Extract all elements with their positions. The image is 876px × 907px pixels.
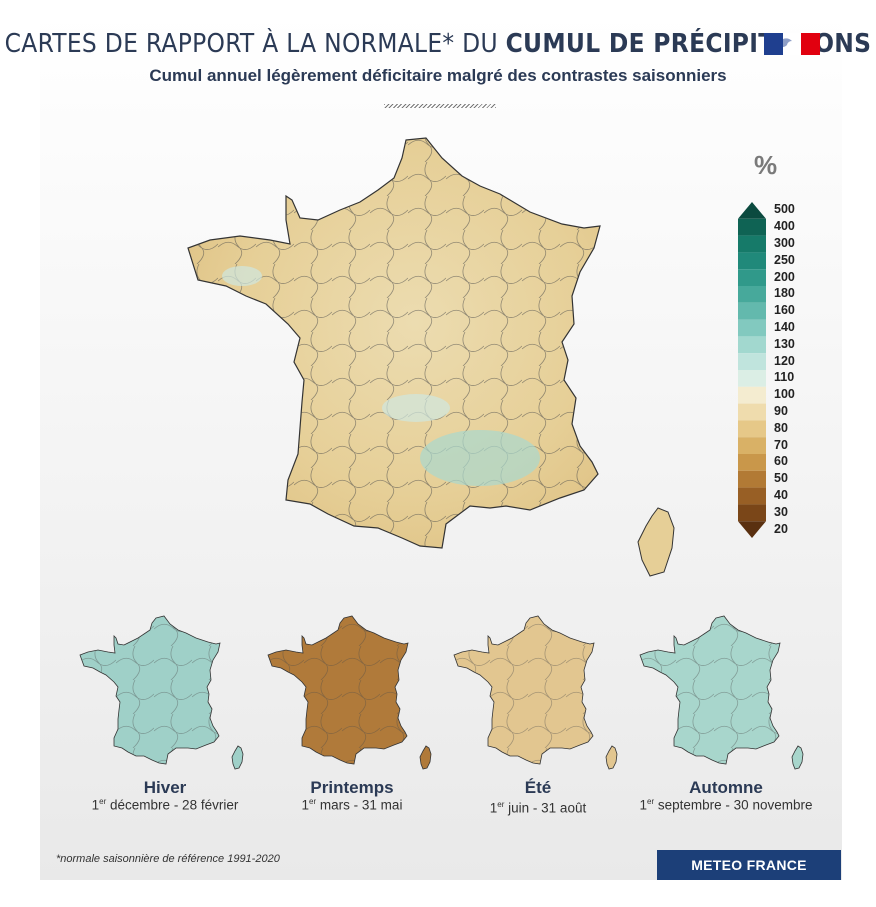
legend-label: 100 bbox=[774, 387, 795, 402]
legend-swatch bbox=[738, 454, 766, 471]
legend-label: 200 bbox=[774, 269, 795, 284]
legend-swatch bbox=[738, 286, 766, 303]
season-name: Automne bbox=[689, 778, 763, 797]
color-scale-legend: % 500 400 300 250 200 180 160 140 130 120 110 100 90… bbox=[734, 150, 814, 550]
season-dates: 1er décembre - 28 février bbox=[91, 797, 239, 813]
legend-swatch bbox=[738, 235, 766, 253]
season-corsica-shape bbox=[605, 745, 618, 770]
season-map-3 bbox=[452, 612, 622, 777]
footnote: *normale saisonnière de référence 1991-2… bbox=[56, 853, 280, 865]
season-name: Printemps bbox=[310, 778, 394, 797]
season-map-2 bbox=[266, 612, 436, 777]
legend-label: 400 bbox=[774, 219, 795, 234]
season-corsica-shape bbox=[419, 745, 432, 770]
legend-swatch bbox=[738, 218, 766, 236]
meteo-france-logo: METEO FRANCE bbox=[657, 850, 841, 880]
legend-label: 80 bbox=[774, 420, 788, 435]
legend-label: 110 bbox=[774, 370, 795, 385]
legend-label: 250 bbox=[774, 252, 795, 267]
legend-swatch bbox=[738, 319, 766, 337]
legend-label: 500 bbox=[774, 202, 795, 217]
annual-precipitation-map bbox=[180, 128, 700, 588]
legend-swatch bbox=[738, 437, 766, 454]
legend-swatch bbox=[738, 252, 766, 270]
legend-label: 20 bbox=[774, 521, 788, 536]
legend-swatch bbox=[738, 370, 766, 387]
legend-label: 140 bbox=[774, 320, 795, 334]
season-map-1 bbox=[78, 612, 248, 777]
legend-label: 130 bbox=[774, 336, 795, 351]
season-name: Hiver bbox=[143, 778, 187, 797]
season-name: Été bbox=[524, 778, 552, 797]
legend-swatch bbox=[738, 353, 766, 370]
republique-francaise-logo bbox=[764, 33, 820, 55]
page-title: CARTES DE RAPPORT À LA NORMALE* DU CUMUL… bbox=[0, 28, 876, 59]
legend-label: 120 bbox=[774, 353, 795, 368]
legend-label: 160 bbox=[774, 303, 795, 318]
legend-swatch bbox=[738, 487, 766, 505]
legend-label: 90 bbox=[774, 404, 788, 418]
legend-color-bar bbox=[738, 202, 766, 538]
legend-swatch bbox=[738, 470, 766, 488]
season-dates: 1er mars - 31 mai bbox=[301, 797, 403, 813]
season-dates: 1er septembre - 30 novembre bbox=[639, 797, 813, 813]
legend-label: 60 bbox=[774, 454, 788, 469]
legend-swatch bbox=[738, 420, 766, 438]
legend-label: 40 bbox=[774, 488, 788, 502]
legend-label: 30 bbox=[774, 504, 788, 519]
page-subtitle: Cumul annuel légèrement déficitaire malg… bbox=[149, 66, 727, 85]
legend-swatch bbox=[738, 336, 766, 354]
legend-label: 50 bbox=[774, 471, 788, 486]
legend-swatch bbox=[738, 269, 766, 286]
legend-unit: % bbox=[754, 150, 778, 180]
season-corsica-shape bbox=[231, 745, 244, 770]
legend-swatch bbox=[738, 403, 766, 421]
legend-swatch bbox=[738, 202, 766, 219]
legend-label: 180 bbox=[774, 286, 795, 301]
corsica-shape bbox=[637, 507, 675, 577]
season-map-4 bbox=[638, 612, 808, 777]
legend-swatch bbox=[738, 504, 766, 522]
legend-label: 70 bbox=[774, 437, 788, 452]
legend-swatch bbox=[738, 386, 766, 404]
season-corsica-shape bbox=[791, 745, 804, 770]
legend-label: 300 bbox=[774, 236, 795, 250]
title-divider bbox=[384, 104, 496, 108]
title-light: CARTES DE RAPPORT À LA NORMALE* DU bbox=[4, 29, 506, 59]
legend-swatch bbox=[738, 302, 766, 320]
legend-swatch bbox=[738, 521, 766, 538]
season-dates: 1er juin - 31 août bbox=[489, 800, 587, 816]
